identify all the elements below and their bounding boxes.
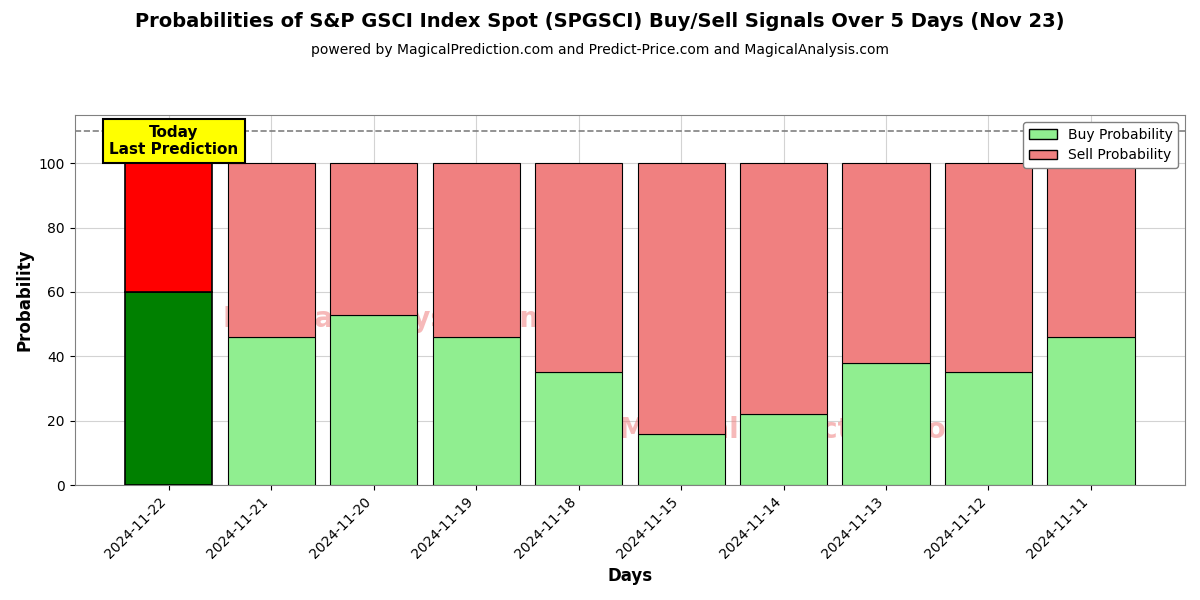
Bar — [228, 163, 314, 337]
Bar — [535, 163, 622, 373]
Bar — [1048, 163, 1134, 337]
Bar — [842, 363, 930, 485]
Y-axis label: Probability: Probability — [16, 249, 34, 351]
Bar — [432, 163, 520, 337]
Bar — [330, 314, 418, 485]
Bar — [228, 337, 314, 485]
Legend: Buy Probability, Sell Probability: Buy Probability, Sell Probability — [1024, 122, 1178, 168]
Bar — [740, 414, 827, 485]
Bar — [637, 434, 725, 485]
Bar — [125, 163, 212, 292]
Bar — [535, 373, 622, 485]
Bar — [1048, 337, 1134, 485]
Bar — [740, 163, 827, 414]
Text: Today
Last Prediction: Today Last Prediction — [109, 125, 239, 157]
Text: Probabilities of S&P GSCI Index Spot (SPGSCI) Buy/Sell Signals Over 5 Days (Nov : Probabilities of S&P GSCI Index Spot (SP… — [136, 12, 1064, 31]
Text: MagicalPrediction.com: MagicalPrediction.com — [618, 416, 974, 443]
Bar — [637, 163, 725, 434]
Bar — [330, 163, 418, 314]
Bar — [944, 163, 1032, 373]
Bar — [842, 163, 930, 363]
Text: MagicalAnalysis.com: MagicalAnalysis.com — [222, 305, 548, 332]
Bar — [432, 337, 520, 485]
Bar — [125, 292, 212, 485]
X-axis label: Days: Days — [607, 567, 653, 585]
Text: powered by MagicalPrediction.com and Predict-Price.com and MagicalAnalysis.com: powered by MagicalPrediction.com and Pre… — [311, 43, 889, 57]
Bar — [944, 373, 1032, 485]
